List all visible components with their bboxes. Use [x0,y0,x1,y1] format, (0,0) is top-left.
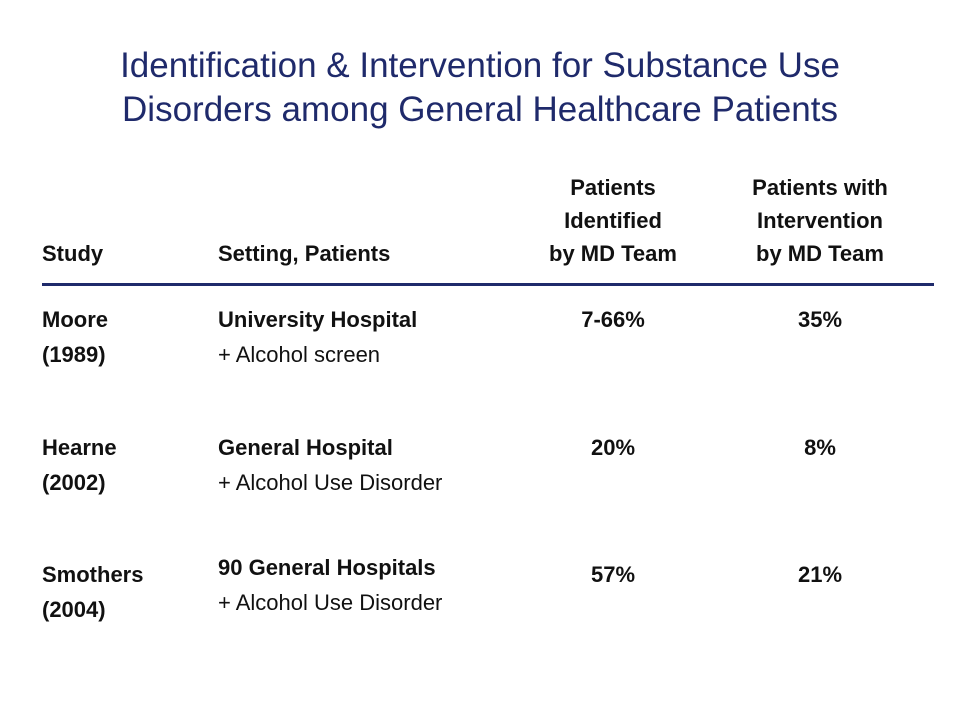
setting-sub: + Alcohol Use Disorder [218,470,443,495]
column-header-study: Study [42,241,104,266]
table-cell-intervention: 35% [797,307,843,332]
column-header-intervention-line: Patients with [752,175,888,200]
table-cell-setting: University Hospital + Alcohol screen [218,302,417,372]
setting-main: University Hospital [218,307,418,332]
setting-main: 90 General Hospitals [218,555,436,580]
column-header-identified-line: Patients [570,175,656,200]
slide-title: Identification & Intervention for Substa… [0,44,960,132]
study-name: Smothers [42,562,144,587]
table-cell-intervention: 8% [804,435,836,460]
study-year: (2004) [42,597,106,622]
study-year: (2002) [42,470,106,495]
study-name: Moore [42,307,108,332]
study-name: Hearne [42,435,117,460]
study-year: (1989) [42,342,106,367]
table-cell-study: Moore (1989) [42,302,108,372]
column-header-intervention-line: Intervention [757,208,883,233]
table-cell-setting: 90 General Hospitals + Alcohol Use Disor… [218,550,442,620]
title-line-1: Identification & Intervention for Substa… [120,46,840,85]
table-cell-identified: 7-66% [581,307,645,332]
setting-main: General Hospital [218,435,393,460]
title-line-2: Disorders among General Healthcare Patie… [122,90,838,129]
column-header-identified: Patients Identified by MD Team [528,171,698,270]
table-cell-study: Hearne (2002) [42,430,117,500]
column-header-intervention: Patients with Intervention by MD Team [735,171,905,270]
column-header-setting: Setting, Patients [218,241,391,266]
setting-sub: + Alcohol screen [218,342,381,367]
table-cell-setting: General Hospital + Alcohol Use Disorder [218,430,442,500]
table-cell-identified: 20% [590,435,636,460]
table-cell-intervention: 21% [797,562,843,587]
column-header-identified-line: by MD Team [549,241,677,266]
setting-sub: + Alcohol Use Disorder [218,590,443,615]
header-divider [42,283,934,286]
table-cell-study: Smothers (2004) [42,557,143,627]
table-cell-identified: 57% [590,562,636,587]
column-header-intervention-line: by MD Team [756,241,884,266]
column-header-identified-line: Identified [564,208,662,233]
